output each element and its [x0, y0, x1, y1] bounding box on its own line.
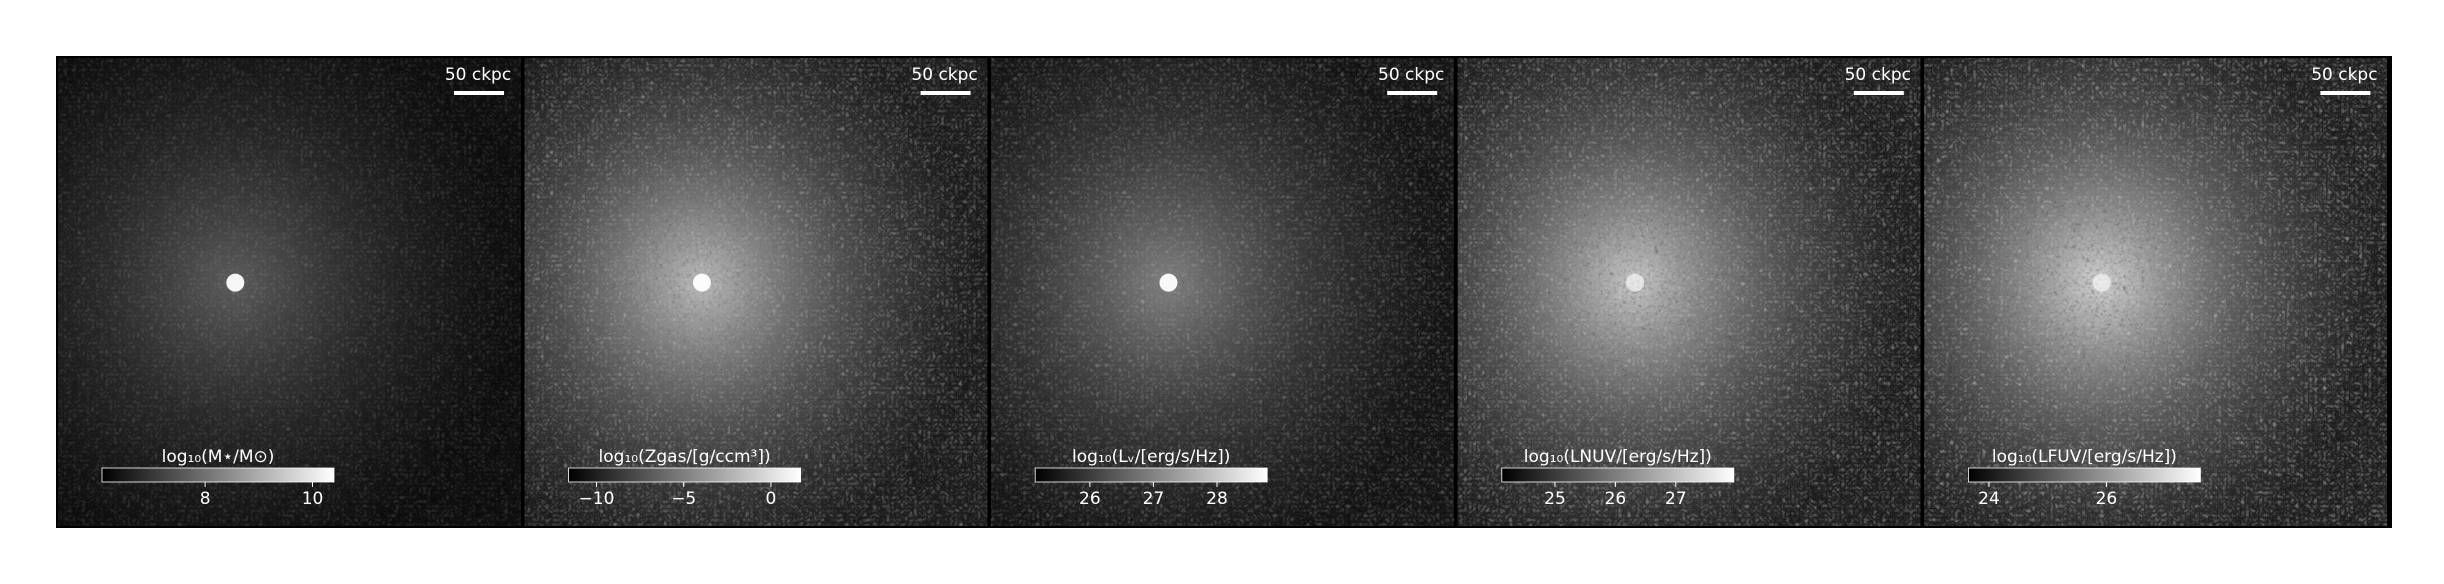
colorbar-tick-label: 27: [1665, 489, 1687, 509]
scale-label: 50 ckpc: [2311, 65, 2377, 85]
colorbar-tick-label: 26: [2096, 489, 2118, 509]
core: [1626, 273, 1645, 292]
pixel-noise: [1924, 58, 2387, 526]
scale-bar: [920, 91, 971, 95]
panel: 50 ckpc log₁₀(Lᵥ/[erg/s/Hz]) 26 27 28: [991, 58, 1454, 526]
pixel-noise: [991, 58, 1454, 526]
colorbar-label: log₁₀(M⋆/M⊙): [162, 447, 275, 467]
colorbar-tick-label: 8: [200, 489, 211, 509]
scale-label: 50 ckpc: [1378, 65, 1444, 85]
colorbar-tick-label: 28: [1206, 489, 1228, 509]
colorbar: [1501, 467, 1735, 483]
colorbar-label: log₁₀(LNUV/[erg/s/Hz]): [1524, 447, 1712, 467]
colorbar-tick-label: 26: [1079, 489, 1101, 509]
pixel-noise: [1457, 58, 1921, 526]
colorbar-label: log₁₀(Lᵥ/[erg/s/Hz]): [1072, 447, 1230, 467]
scale-bar: [1853, 91, 1904, 95]
colorbar-tick-label: 26: [1605, 489, 1627, 509]
scale-label: 50 ckpc: [911, 65, 977, 85]
scale-bar: [2320, 91, 2371, 95]
core: [692, 273, 711, 292]
colorbar-label: log₁₀(Zgas/[g/ccm³]): [599, 447, 771, 467]
scale-label: 50 ckpc: [445, 65, 511, 85]
colorbar-label: log₁₀(LFUV/[erg/s/Hz]): [1992, 447, 2177, 467]
panel: 50 ckpc log₁₀(LNUV/[erg/s/Hz]) 25 26 27: [1457, 58, 1921, 526]
colorbar-tick-label: −10: [579, 489, 615, 509]
panel: 50 ckpc log₁₀(LFUV/[erg/s/Hz]) 24 26: [1924, 58, 2387, 526]
pixel-noise: [58, 58, 521, 526]
scale-bar: [1387, 91, 1438, 95]
panel: 50 ckpc log₁₀(Zgas/[g/ccm³]) −10 −5 0: [524, 58, 988, 526]
scale-bar: [454, 91, 504, 95]
colorbar-tick-label: 0: [766, 489, 777, 509]
panel: 50 ckpc log₁₀(M⋆/M⊙) 8 10: [58, 58, 521, 526]
core: [226, 273, 245, 292]
colorbar: [1968, 467, 2201, 483]
scale-label: 50 ckpc: [1845, 65, 1911, 85]
colorbar: [101, 467, 335, 483]
colorbar: [1034, 467, 1268, 483]
colorbar-tick-label: 27: [1143, 489, 1165, 509]
colorbar-tick-label: 25: [1544, 489, 1566, 509]
core: [1159, 273, 1178, 292]
core: [2092, 273, 2111, 292]
pixel-noise: [524, 58, 988, 526]
colorbar-tick-label: 10: [302, 489, 324, 509]
colorbar-tick-label: 24: [1978, 489, 2000, 509]
colorbar-tick-label: −5: [671, 489, 696, 509]
colorbar: [568, 467, 801, 483]
